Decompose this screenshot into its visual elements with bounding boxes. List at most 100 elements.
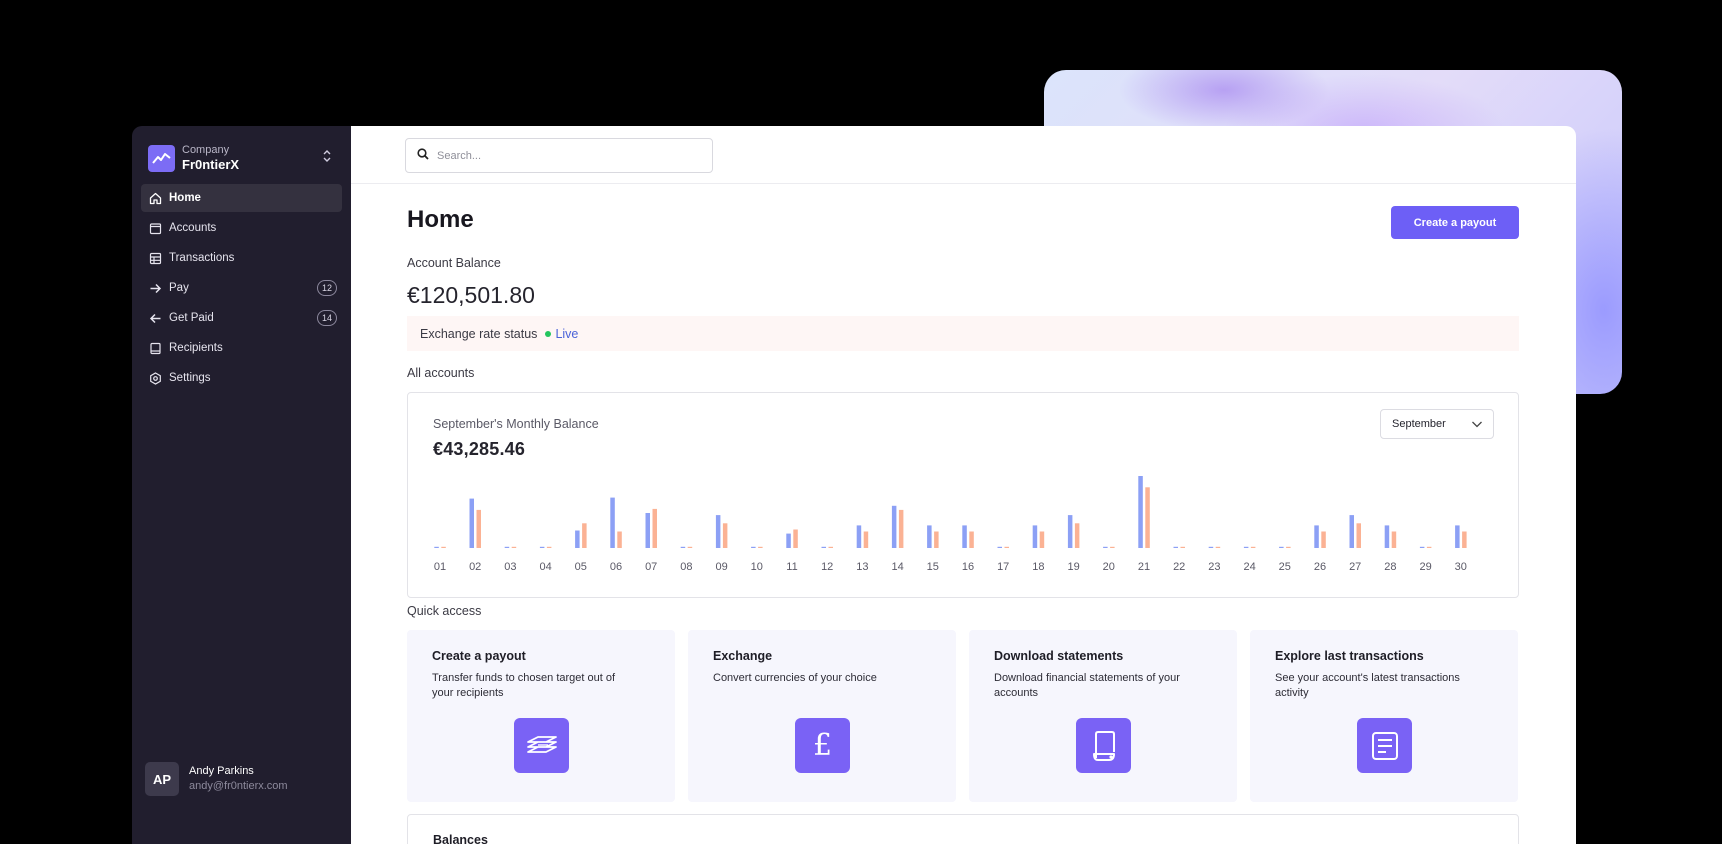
sidebar-item-label: Home bbox=[169, 192, 201, 204]
sidebar-nav: Home Accounts Transactions Pay 12 bbox=[132, 184, 351, 392]
chart-bar-26-s1 bbox=[1314, 525, 1319, 548]
x-tick-label: 02 bbox=[469, 561, 481, 573]
chart-bar-08-s1 bbox=[680, 546, 686, 548]
x-tick-label: 15 bbox=[927, 561, 939, 573]
chart-bar-30-s1 bbox=[1455, 525, 1460, 548]
money-stack-icon bbox=[514, 718, 569, 773]
x-tick-label: 23 bbox=[1208, 561, 1220, 573]
account-balance-label: Account Balance bbox=[407, 256, 501, 270]
sidebar-item-label: Get Paid bbox=[169, 312, 214, 324]
x-tick-label: 17 bbox=[997, 561, 1009, 573]
month-select[interactable]: September bbox=[1380, 409, 1494, 439]
exchange-rate-status: Live bbox=[555, 326, 579, 341]
table-icon bbox=[148, 251, 162, 265]
company-label: Company bbox=[182, 143, 230, 156]
page-title: Home bbox=[407, 206, 474, 233]
chart-bar-16-s1 bbox=[962, 525, 967, 548]
user-profile[interactable]: AP Andy Parkins andy@fr0ntierx.com bbox=[145, 762, 288, 796]
chart-bar-03-s1 bbox=[504, 546, 510, 548]
quick-access-label: Quick access bbox=[407, 604, 482, 618]
card-description: Convert currencies of your choice bbox=[713, 672, 877, 684]
top-bar bbox=[351, 126, 1576, 184]
arrow-left-icon bbox=[148, 311, 162, 325]
sidebar-item-label: Settings bbox=[169, 372, 211, 384]
chart-bar-24-s2 bbox=[1250, 546, 1256, 548]
x-tick-label: 04 bbox=[539, 561, 551, 573]
chart-bar-29-s1 bbox=[1419, 546, 1425, 548]
chart-bar-20-s1 bbox=[1103, 546, 1108, 548]
pay-count-badge: 12 bbox=[316, 280, 337, 296]
x-tick-label: 01 bbox=[434, 561, 446, 573]
home-icon bbox=[148, 191, 162, 205]
chevron-up-down-icon[interactable] bbox=[322, 148, 332, 169]
card-title: Download statements bbox=[994, 649, 1124, 663]
exchange-rate-label: Exchange rate status bbox=[420, 326, 538, 341]
sidebar-item-transactions[interactable]: Transactions bbox=[141, 244, 342, 272]
balances-title: Balances bbox=[433, 833, 488, 844]
chevron-down-icon bbox=[1471, 418, 1483, 433]
gear-icon bbox=[148, 371, 162, 385]
chart-bar-09-s2 bbox=[722, 523, 728, 548]
document-icon bbox=[1357, 718, 1412, 773]
chart-bar-11-s1 bbox=[786, 533, 791, 548]
all-accounts-label: All accounts bbox=[407, 366, 475, 380]
avatar: AP bbox=[145, 762, 179, 796]
chart-bar-15-s2 bbox=[934, 531, 939, 548]
chart-bar-18-s2 bbox=[1039, 531, 1045, 548]
chart-bar-22-s2 bbox=[1180, 546, 1185, 548]
x-tick-label: 16 bbox=[962, 561, 974, 573]
company-name: Fr0ntierX bbox=[182, 156, 240, 172]
chart-bar-10-s1 bbox=[751, 546, 756, 548]
chart-bar-14-s2 bbox=[898, 509, 904, 548]
search-box[interactable] bbox=[405, 138, 713, 173]
chart-bar-30-s2 bbox=[1462, 531, 1467, 548]
chart-bar-10-s2 bbox=[758, 546, 763, 548]
chart-bar-24-s1 bbox=[1243, 546, 1249, 548]
sidebar-item-recipients[interactable]: Recipients bbox=[141, 334, 342, 362]
company-switcher[interactable]: Company Fr0ntierX bbox=[132, 126, 351, 174]
chart-bar-21-s2 bbox=[1145, 487, 1150, 548]
quick-access-explore-transactions[interactable]: Explore last transactions See your accou… bbox=[1250, 630, 1518, 802]
sidebar-item-get-paid[interactable]: Get Paid 14 bbox=[141, 304, 342, 332]
exchange-rate-status-bar: Exchange rate status Live bbox=[407, 316, 1519, 351]
book-icon bbox=[148, 341, 162, 355]
account-balance-value: €120,501.80 bbox=[407, 282, 535, 308]
chart-bar-06-s2 bbox=[617, 531, 622, 548]
sidebar-item-accounts[interactable]: Accounts bbox=[141, 214, 342, 242]
sidebar-item-settings[interactable]: Settings bbox=[141, 364, 342, 392]
card-title: Exchange bbox=[713, 649, 773, 663]
chart-bar-03-s2 bbox=[511, 546, 517, 548]
quick-access-exchange[interactable]: Exchange Convert currencies of your choi… bbox=[688, 630, 956, 802]
sidebar-item-label: Transactions bbox=[169, 252, 235, 264]
sidebar-item-pay[interactable]: Pay 12 bbox=[141, 274, 342, 302]
live-status-dot-icon bbox=[545, 330, 552, 337]
chart-bar-02-s1 bbox=[469, 498, 474, 548]
chart-bar-09-s1 bbox=[715, 515, 721, 548]
chart-bar-05-s2 bbox=[582, 523, 587, 548]
month-select-value: September bbox=[1392, 418, 1446, 430]
sidebar-item-home[interactable]: Home bbox=[141, 184, 342, 212]
main-content: Home Create a payout Account Balance €12… bbox=[351, 126, 1576, 844]
card-description: Transfer funds to chosen target out of y… bbox=[432, 672, 616, 699]
x-tick-label: 19 bbox=[1067, 561, 1079, 573]
search-input[interactable] bbox=[437, 149, 697, 162]
chart-bar-25-s1 bbox=[1279, 546, 1284, 548]
chart-bar-11-s2 bbox=[793, 529, 798, 548]
sidebar-item-label: Accounts bbox=[169, 222, 217, 234]
chart-bar-21-s1 bbox=[1138, 476, 1143, 548]
create-payout-button[interactable]: Create a payout bbox=[1391, 206, 1519, 239]
chart-bar-04-s2 bbox=[546, 546, 552, 548]
x-tick-label: 13 bbox=[856, 561, 868, 573]
monthly-balance-card: 01 02 03 04 05 06 07 08 09 10 11 12 13 14 15 16 17 18 19 20… bbox=[407, 392, 1519, 598]
x-tick-label: 24 bbox=[1243, 561, 1255, 573]
chart-bar-19-s2 bbox=[1074, 523, 1080, 548]
chart-bar-07-s2 bbox=[652, 508, 657, 548]
x-tick-label: 06 bbox=[610, 561, 622, 573]
quick-access-download-statements[interactable]: Download statements Download financial s… bbox=[969, 630, 1237, 802]
chart-bar-22-s1 bbox=[1173, 546, 1178, 548]
quick-access-create-payout[interactable]: Create a payout Transfer funds to chosen… bbox=[407, 630, 675, 802]
card-title: Create a payout bbox=[432, 649, 526, 663]
sidebar-item-label: Recipients bbox=[169, 342, 223, 354]
chart-bar-12-s1 bbox=[821, 546, 826, 548]
